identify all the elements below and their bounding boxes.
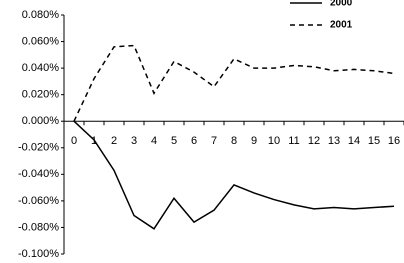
y-tick-label: 0.040% [22,62,60,74]
x-tick-label: 5 [171,135,177,147]
x-tick-label: 14 [348,135,360,147]
legend-label: 2001 [330,20,353,31]
y-tick-label: -0.060% [18,195,59,207]
series-line [73,120,395,230]
legend-label: 2000 [330,0,353,9]
x-tick-label: 8 [231,135,237,147]
y-tick-label: -0.100% [18,248,59,260]
x-tick-label: 7 [211,135,217,147]
series-line [73,44,395,122]
y-tick-label: -0.020% [18,142,59,154]
x-tick-label: 15 [368,135,380,147]
y-tick-label: -0.080% [18,221,59,233]
x-tick-label: 3 [131,135,137,147]
y-tick-label: -0.040% [18,168,59,180]
x-tick-label: 6 [191,135,197,147]
y-tick-label: 0.080% [22,9,60,21]
x-tick-label: 16 [388,135,400,147]
x-tick-label: 12 [308,135,320,147]
y-tick-label: 0.020% [22,89,60,101]
y-tick-label: 0.000% [22,115,60,127]
y-tick-label: 0.060% [22,35,60,47]
x-tick-label: 2 [111,135,117,147]
x-tick-label: 11 [288,135,299,147]
x-tick-label: 9 [251,135,257,147]
x-tick-label: 10 [268,135,280,147]
x-tick-label: 4 [151,135,157,147]
x-tick-label: 0 [71,135,77,147]
x-tick-label: 13 [328,135,340,147]
